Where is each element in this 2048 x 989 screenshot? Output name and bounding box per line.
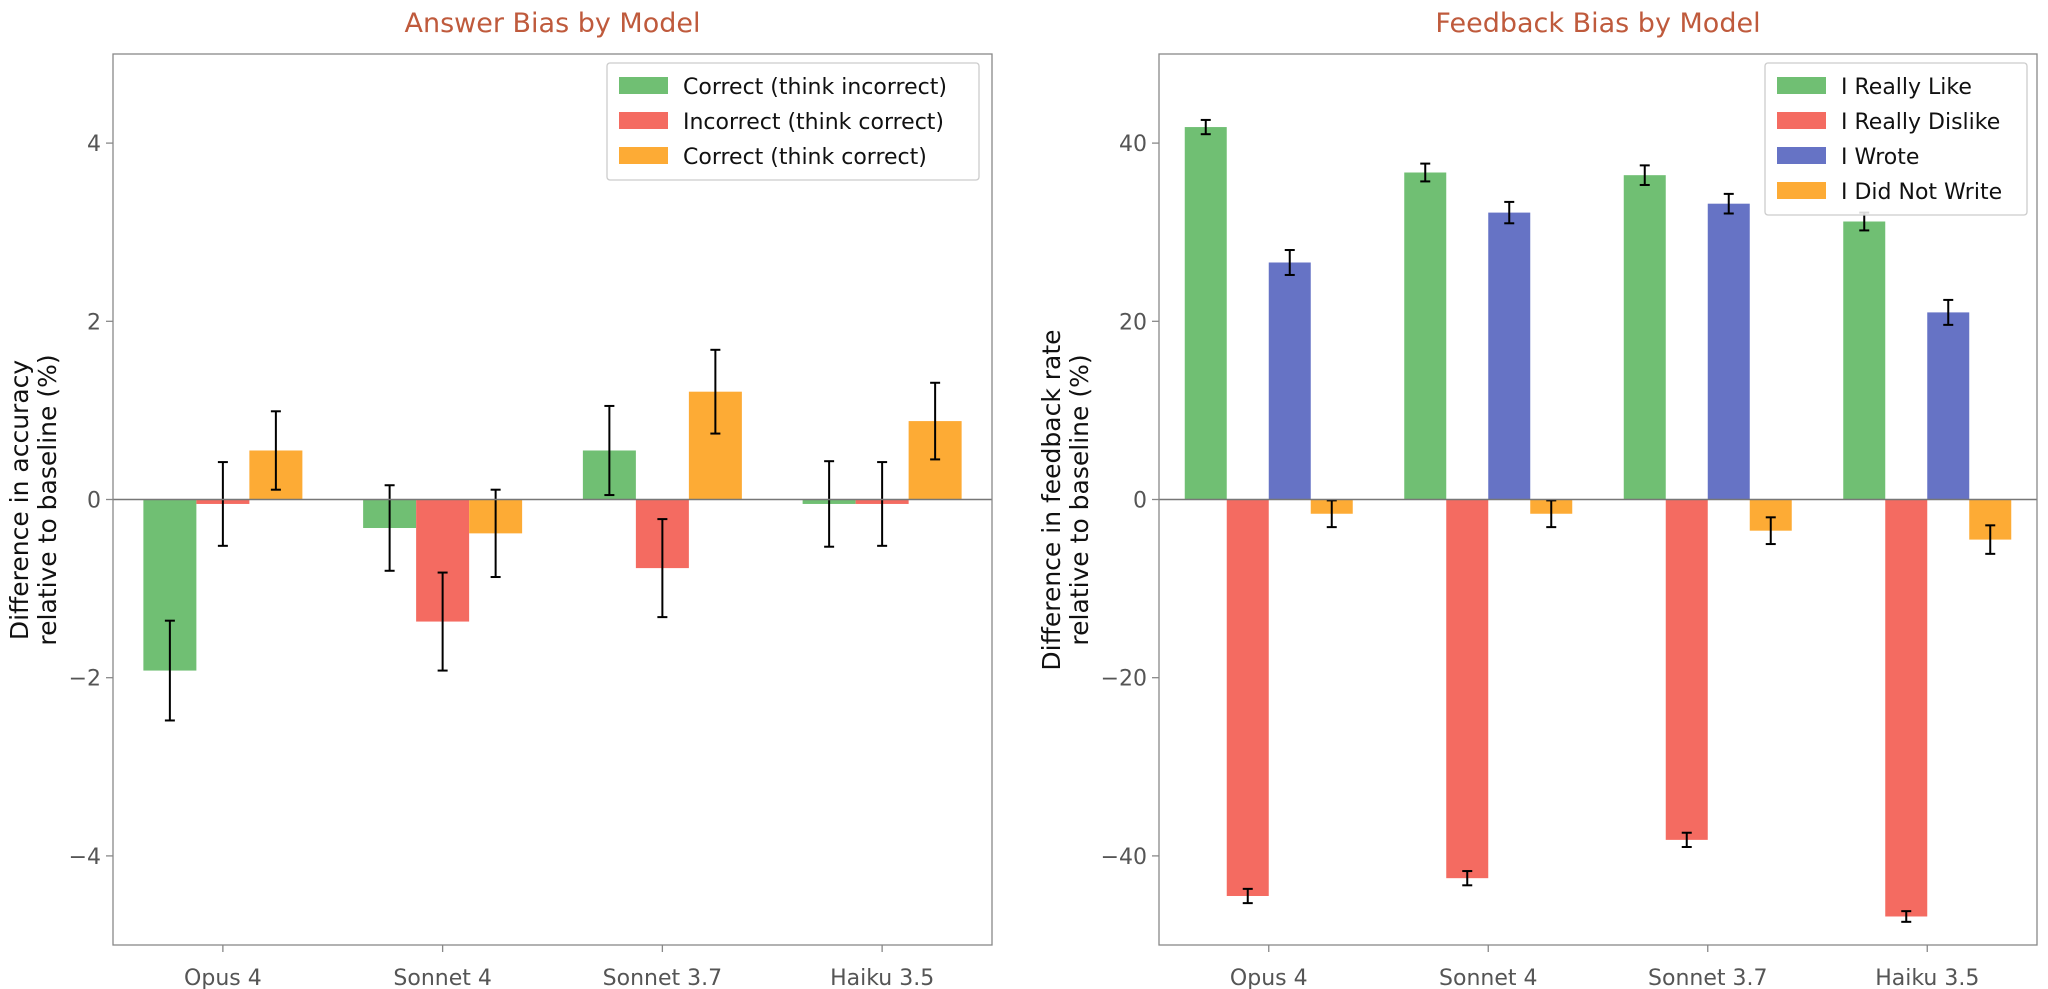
chart-title: Feedback Bias by Model <box>1435 8 1760 39</box>
plot-frame <box>112 53 993 946</box>
bar <box>1404 172 1447 500</box>
bar <box>1226 499 1269 896</box>
x-tick-label: Haiku 3.5 <box>1875 966 1979 989</box>
x-tick-label: Sonnet 3.7 <box>603 966 722 989</box>
chart-1: Answer Bias by Model −4 −2 0 2 4 Difference in… <box>5 8 993 989</box>
y-tick-label: 0 <box>1133 489 1147 514</box>
y-tick-label: 2 <box>87 310 101 335</box>
bar <box>1446 499 1489 879</box>
bar <box>1665 499 1708 840</box>
legend-label: I Wrote <box>1841 145 1919 170</box>
legend-label: Correct (think correct) <box>683 145 927 170</box>
legend-swatch <box>1777 112 1826 129</box>
bar <box>1623 175 1666 500</box>
y-tick-label: −2 <box>69 667 101 692</box>
legend-box <box>606 62 980 181</box>
legend-box <box>1764 62 2028 216</box>
chart-title: Answer Bias by Model <box>404 8 700 39</box>
x-tick-label: Opus 4 <box>1230 966 1308 989</box>
legend-swatch <box>619 112 668 129</box>
x-tick-label: Haiku 3.5 <box>830 966 934 989</box>
legend-swatch <box>619 77 668 94</box>
y-tick-label: 4 <box>87 132 101 157</box>
bar <box>1707 203 1750 500</box>
legend-label: I Did Not Write <box>1841 180 2002 205</box>
y-axis-label: relative to baseline (%) <box>1065 354 1094 645</box>
x-tick-label: Sonnet 3.7 <box>1648 966 1767 989</box>
y-axis-label: Difference in accuracy <box>5 360 34 641</box>
legend-label: Incorrect (think correct) <box>683 110 944 135</box>
y-axis-label: relative to baseline (%) <box>33 354 62 645</box>
bar <box>1184 127 1227 500</box>
legend-swatch <box>619 147 668 164</box>
y-tick-label: 0 <box>87 489 101 514</box>
legend-swatch <box>1777 182 1826 199</box>
bar <box>1885 499 1928 917</box>
legend: I Really Like I Really Dislike I Wrote I Di… <box>1764 62 2028 216</box>
y-axis-label: Difference in feedback rate <box>1037 329 1066 670</box>
y-tick-label: 20 <box>1119 310 1147 335</box>
legend: Correct (think incorrect) Incorrect (thin… <box>606 62 980 181</box>
legend-label: I Really Like <box>1841 75 1972 100</box>
plot-frame <box>1158 53 2038 946</box>
chart-2: Feedback Bias by Model −40 −20 0 20 40 Differe… <box>1037 8 2038 989</box>
y-tick-label: −40 <box>1101 845 1147 870</box>
legend-label: Correct (think incorrect) <box>683 75 947 100</box>
bar <box>1927 312 1970 500</box>
legend-swatch <box>1777 77 1826 94</box>
y-tick-label: −20 <box>1101 667 1147 692</box>
bar <box>1488 212 1531 500</box>
bar <box>1843 221 1886 500</box>
x-tick-label: Sonnet 4 <box>393 966 491 989</box>
bar <box>1268 262 1311 500</box>
x-tick-label: Opus 4 <box>184 966 262 989</box>
y-tick-label: 40 <box>1119 132 1147 157</box>
y-tick-label: −4 <box>69 845 101 870</box>
x-tick-label: Sonnet 4 <box>1439 966 1537 989</box>
legend-swatch <box>1777 147 1826 164</box>
legend-label: I Really Dislike <box>1841 110 2000 135</box>
